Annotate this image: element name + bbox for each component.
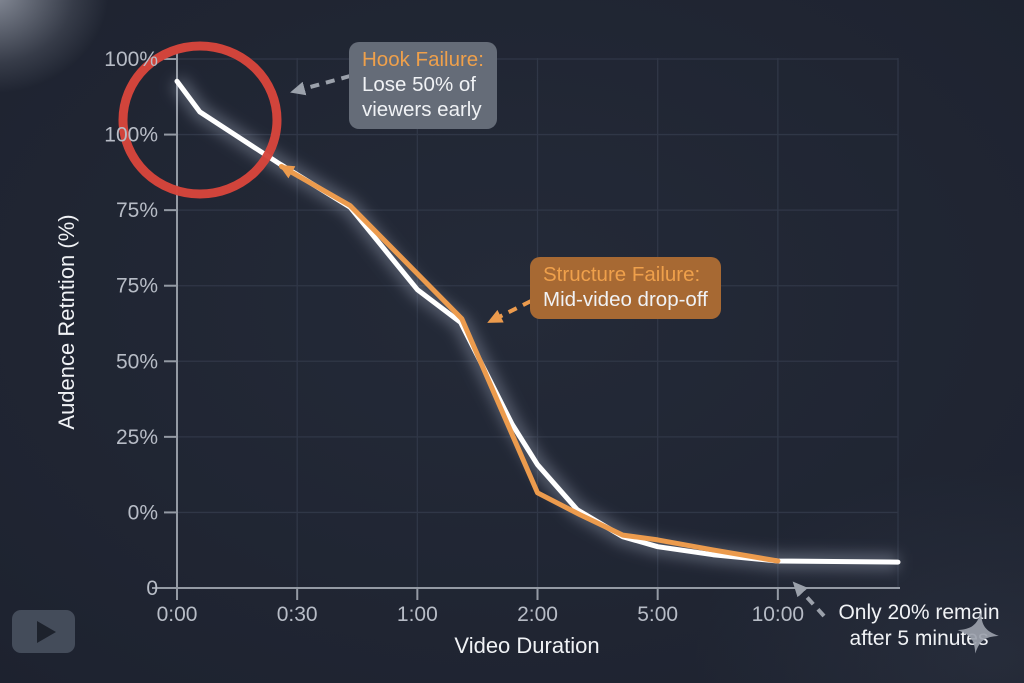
tail-note-line2: after 5 minutes xyxy=(849,627,989,651)
tail-arrow xyxy=(792,581,826,618)
y-tick-label: 25% xyxy=(116,426,158,449)
structure-arrow xyxy=(487,299,532,324)
x-tick-label: 5:00 xyxy=(637,603,678,626)
structure-failure-line1: Mid-video drop-off xyxy=(543,288,708,311)
x-axis-title: Video Duration xyxy=(454,633,599,658)
y-tick-label: 0% xyxy=(128,501,158,524)
failure-overlay-line xyxy=(278,163,781,564)
y-tick-label: 75% xyxy=(116,199,158,222)
x-tick-label: 0:00 xyxy=(157,603,198,626)
hook-failure-circle xyxy=(118,41,282,199)
structure-failure-callout: Structure Failure: Mid-video drop-off xyxy=(530,257,721,319)
structure-failure-title: Structure Failure: xyxy=(543,263,701,286)
y-axis-title: Audence Retntion (%) xyxy=(54,214,79,429)
y-tick-label: 100% xyxy=(104,48,158,71)
hook-failure-title: Hook Failure: xyxy=(362,48,484,71)
x-tick-label: 1:00 xyxy=(397,603,438,626)
tick-labels: 100% 100% 75% 75% 50% 25% 0% 0 0:00 0:30 1:00 2:00 5… xyxy=(104,48,804,626)
y-tick-label: 75% xyxy=(116,275,158,298)
x-tick-label: 10:00 xyxy=(752,603,805,626)
play-button-icon xyxy=(12,610,75,653)
data-series xyxy=(170,76,901,571)
gridlines xyxy=(177,58,899,588)
x-tick-label: 2:00 xyxy=(517,603,558,626)
x-tick-label: 0:30 xyxy=(277,603,318,626)
tail-note-line1: Only 20% remain xyxy=(838,601,1000,624)
hook-failure-callout: Hook Failure: Lose 50% of viewers early xyxy=(349,42,497,129)
y-tick-label: 50% xyxy=(116,350,158,373)
hook-failure-line2: viewers early xyxy=(362,98,482,121)
hook-arrow xyxy=(290,74,351,96)
sparkle-icon xyxy=(957,612,999,654)
y-tick-label: 0 xyxy=(146,577,158,600)
y-tick-label: 100% xyxy=(104,124,158,147)
annotation-shapes xyxy=(118,41,826,618)
tail-retention-note: Only 20% remain after 5 minutes xyxy=(822,600,1016,653)
play-triangle xyxy=(36,620,56,643)
axes xyxy=(152,53,900,600)
hook-failure-line1: Lose 50% of xyxy=(362,73,476,96)
